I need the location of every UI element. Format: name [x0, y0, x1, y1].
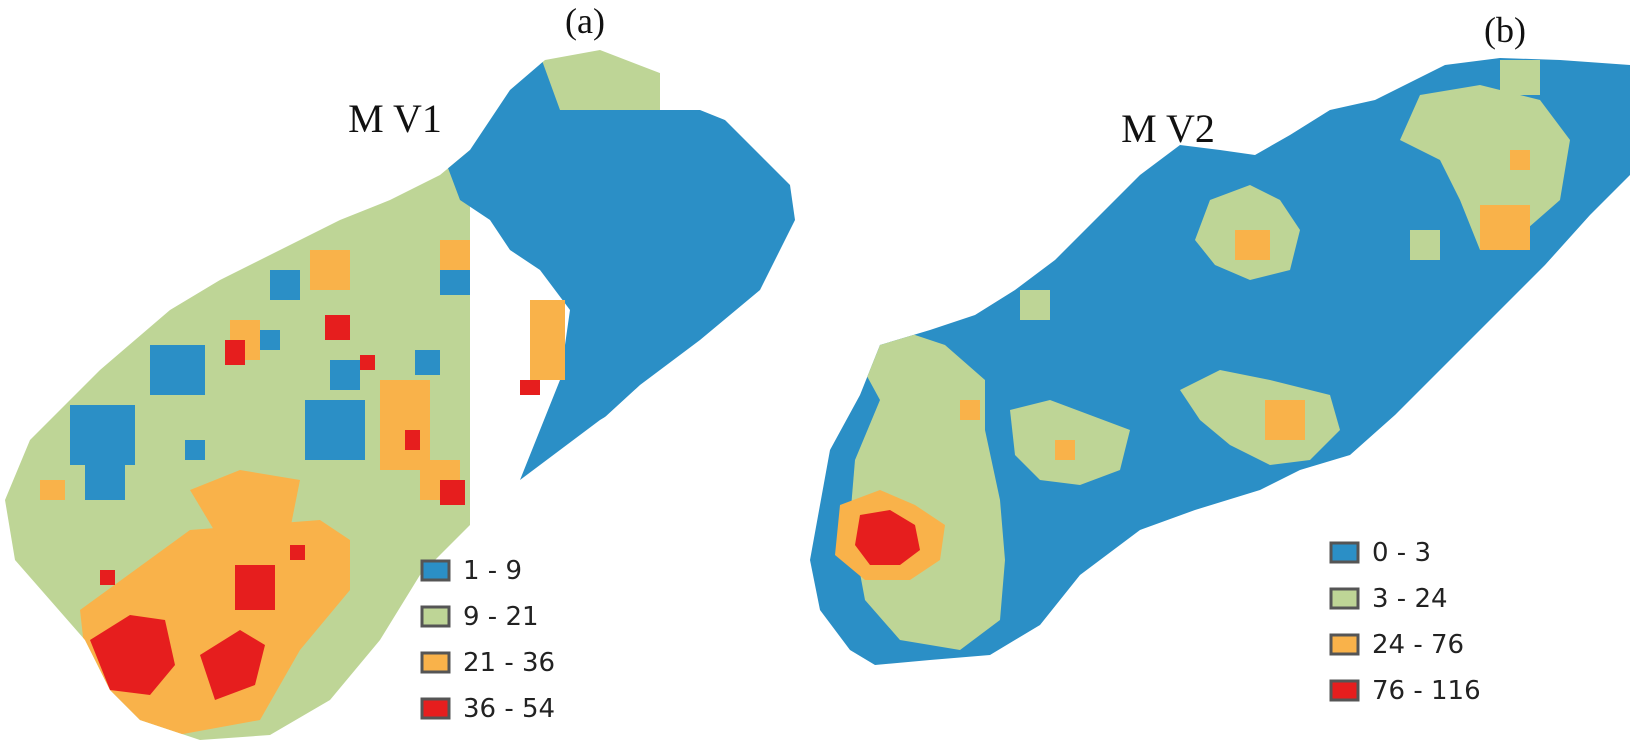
legend-b-label-1: 0 - 3: [1372, 538, 1431, 568]
legend-b-item-3: 24 - 76: [1329, 630, 1464, 660]
legend-b-item-2: 3 - 24: [1329, 584, 1448, 614]
legend-b-item-1: 0 - 3: [1329, 538, 1431, 568]
legend-a-label-4: 36 - 54: [463, 694, 555, 724]
legend-a-swatch-4: [420, 697, 451, 720]
legend-panel-b: 0 - 3 3 - 24 24 - 76 76 - 116: [1329, 538, 1481, 706]
legend-b-item-4: 76 - 116: [1329, 676, 1481, 706]
legend-a-swatch-2: [420, 605, 451, 628]
legend-b-swatch-4: [1329, 679, 1360, 702]
legend-a-label-1: 1 - 9: [463, 556, 522, 586]
panel-a-title: M V1: [348, 96, 442, 141]
legend-b-swatch-3: [1329, 633, 1360, 656]
legend-b-swatch-2: [1329, 587, 1360, 610]
legend-a-swatch-1: [420, 559, 451, 582]
legend-a-item-2: 9 - 21: [420, 602, 539, 632]
legend-a-item-1: 1 - 9: [420, 556, 522, 586]
map-b-class3-areas: [835, 150, 1530, 580]
legend-a-item-3: 21 - 36: [420, 648, 555, 678]
panel-b-title: M V2: [1121, 106, 1215, 151]
legend-a-item-4: 36 - 54: [420, 694, 555, 724]
map-a-class4-areas: [90, 315, 540, 700]
legend-b-label-3: 24 - 76: [1372, 630, 1464, 660]
map-a-class1-areas: [70, 55, 795, 615]
legend-b-label-2: 3 - 24: [1372, 584, 1448, 614]
map-b-class4-areas: [855, 510, 920, 565]
legend-a-label-3: 21 - 36: [463, 648, 555, 678]
legend-b-swatch-1: [1329, 541, 1360, 564]
legend-b-label-4: 76 - 116: [1372, 676, 1481, 706]
legend-a-label-2: 9 - 21: [463, 602, 539, 632]
legend-a-swatch-3: [420, 651, 451, 674]
legend-panel-a: 1 - 9 9 - 21 21 - 36 36 - 54: [420, 556, 555, 724]
panel-b-label: (b): [1484, 10, 1526, 50]
panel-a-label: (a): [565, 1, 605, 41]
